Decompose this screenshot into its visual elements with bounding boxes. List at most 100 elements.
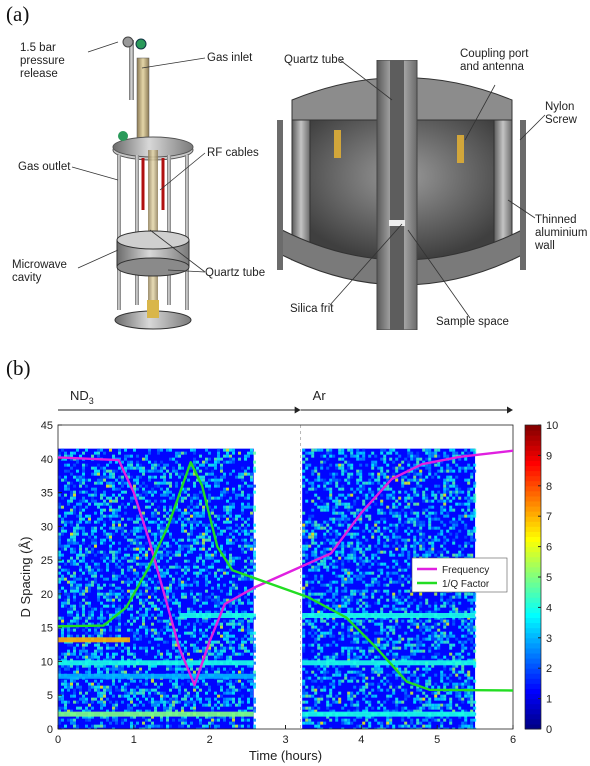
heatmap-cell [67,613,70,617]
heatmap-cell [106,646,109,650]
heatmap-cell [356,562,360,566]
heatmap-cell [380,457,384,461]
heatmap-cell [142,646,145,650]
heatmap-cell [317,697,321,701]
heatmap-cell [217,715,220,719]
heatmap-cell [332,616,336,620]
heatmap-cell [302,595,306,599]
heatmap-cell [154,637,157,641]
heatmap-cell [127,538,130,542]
heatmap-cell [169,598,172,602]
heatmap-cell [380,610,384,614]
heatmap-cell [314,655,318,659]
heatmap-cell [311,670,315,674]
heatmap-cell [67,718,70,722]
heatmap-cell [85,631,88,635]
heatmap-cell [94,526,97,530]
heatmap-cell [235,679,238,683]
heatmap-cell [422,496,426,500]
heatmap-cell [205,601,208,605]
heatmap-cell [416,643,420,647]
heatmap-cell [79,511,82,515]
heatmap-cell [109,499,112,503]
heatmap-cell [226,703,229,707]
heatmap-cell [133,481,136,485]
heatmap-cell [317,580,321,584]
heatmap-cell [374,631,378,635]
heatmap-cell [241,625,244,629]
heatmap-cell [100,619,103,623]
heatmap-cell [82,634,85,638]
heatmap-cell [380,508,384,512]
heatmap-cell [130,589,133,593]
heatmap-cell [193,628,196,632]
heatmap-cell [115,577,118,581]
heatmap-cell [193,448,196,452]
heatmap-cell [383,517,387,521]
heatmap-cell [413,700,417,704]
heatmap-cell [166,463,169,467]
heatmap-cell [121,568,124,572]
heatmap-cell [202,541,205,545]
heatmap-cell [79,601,82,605]
heatmap-cell [199,697,202,701]
heatmap-cell [82,526,85,530]
heatmap-cell [148,628,151,632]
heatmap-cell [377,589,381,593]
heatmap-cell [205,457,208,461]
heatmap-cell [142,727,145,729]
heatmap-cell [112,718,115,722]
heatmap-cell [97,481,100,485]
heatmap-cell [365,547,369,551]
heatmap-cell [341,457,345,461]
heatmap-cell [371,463,375,467]
heatmap-cell [247,544,250,548]
heatmap-cell [377,583,381,587]
heatmap-cell [344,601,348,605]
heatmap-cell [133,568,136,572]
heatmap-cell [434,610,438,614]
heatmap-cell [61,577,64,581]
heatmap-cell [175,454,178,458]
heatmap-cell [124,670,127,674]
heatmap-cell [428,667,432,671]
heatmap-cell [190,589,193,593]
heatmap-cell [314,601,318,605]
heatmap-cell [112,508,115,512]
heatmap-cell [395,703,399,707]
heatmap-cell [380,499,384,503]
heatmap-cell [332,652,336,656]
heatmap-cell [347,448,351,452]
heatmap-cell [341,601,345,605]
heatmap-cell [314,631,318,635]
heatmap-cell [368,649,372,653]
heatmap-cell [368,619,372,623]
heatmap-cell [437,640,441,644]
heatmap-cell [145,574,148,578]
heatmap-cell [377,526,381,530]
heatmap-cell [434,535,438,539]
heatmap-cell [169,508,172,512]
heatmap-cell [142,592,145,596]
heatmap-cell [467,451,471,455]
heatmap-cell [226,526,229,530]
heatmap-cell [118,475,121,479]
heatmap-cell [79,652,82,656]
heatmap-cell [109,481,112,485]
heatmap-cell [347,628,351,632]
heatmap-cell [220,622,223,626]
heatmap-cell [103,724,106,728]
heatmap-cell [154,511,157,515]
heatmap-cell [365,493,369,497]
heatmap-cell [383,709,387,713]
heatmap-cell [317,676,321,680]
heatmap-cell [82,499,85,503]
heatmap-cell [238,598,241,602]
heatmap-cell [317,658,321,662]
heatmap-cell [85,490,88,494]
heatmap-cell [145,607,148,611]
heatmap-cell [70,685,73,689]
heatmap-cell [446,676,450,680]
heatmap-cell [253,670,256,674]
heatmap-cell [172,634,175,638]
